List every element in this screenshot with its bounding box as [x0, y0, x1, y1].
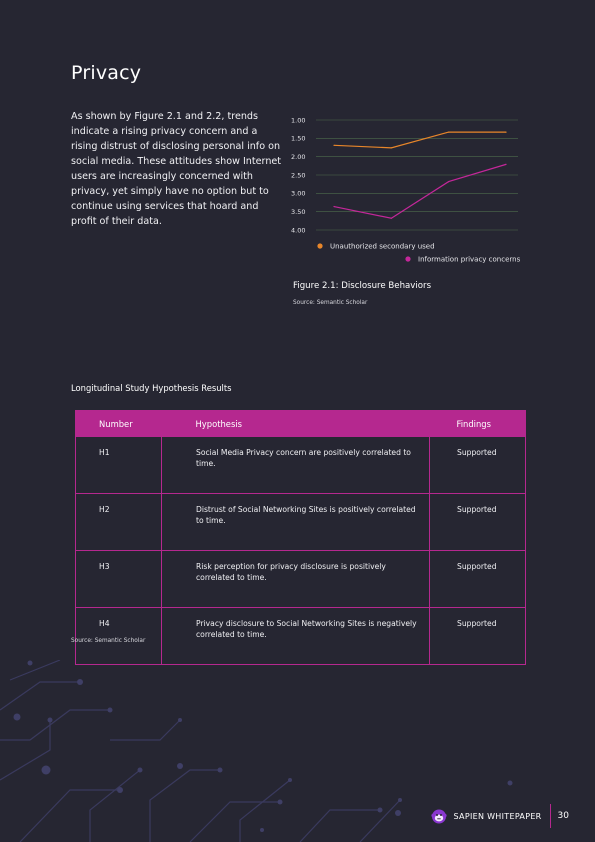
series-1-point: [333, 144, 335, 146]
cell-number: H2: [75, 493, 162, 551]
cell-number: H1: [75, 437, 162, 494]
cell-hypothesis: Risk perception for privacy disclosure i…: [161, 550, 430, 608]
cell-number: H3: [75, 550, 162, 608]
cell-hypothesis: Social Media Privacy concern are positiv…: [161, 437, 430, 494]
series-2-point: [333, 205, 335, 208]
y-tick-label: 1.50: [291, 135, 305, 143]
y-tick-label: 3.50: [291, 208, 305, 216]
series-line-1: [333, 131, 506, 149]
table-header-row: Number Hypothesis Findings: [75, 410, 526, 437]
y-tick-label: 1.00: [291, 116, 305, 124]
cell-finding: Supported: [429, 437, 526, 494]
footer-brand: SAPIEN WHITEPAPER: [453, 811, 542, 821]
page-title: Privacy: [71, 62, 142, 84]
cell-finding: Supported: [429, 550, 526, 608]
circuit-decoration: [0, 660, 513, 842]
series-1-point: [390, 147, 392, 149]
table-source: Source: Semantic Scholar: [71, 638, 146, 644]
table-row: H4 Privacy disclosure to Social Networki…: [75, 607, 526, 665]
series-1-point: [448, 131, 450, 133]
series-2-point: [505, 163, 507, 165]
cell-hypothesis: Privacy disclosure to Social Networking …: [161, 607, 430, 665]
legend-marker: [317, 243, 323, 249]
footer-divider: [549, 804, 551, 828]
cell-finding: Supported: [429, 607, 526, 665]
chart-svg: 1.00 1.50 2.00 2.50 3.00 3.50 4.00 Unauthorized…: [291, 116, 521, 263]
figure-source: Source: Semantic Scholar: [293, 300, 368, 306]
series-line-2: [333, 163, 507, 219]
page-number: 30: [557, 811, 569, 821]
series-2-point: [448, 181, 450, 183]
cell-hypothesis: Distrust of Social Networking Sites is p…: [161, 493, 430, 551]
page-footer: SAPIEN WHITEPAPER 30: [430, 804, 569, 828]
cell-finding: Supported: [429, 493, 526, 551]
series-1-point: [505, 131, 507, 133]
figure-caption: Figure 2.1: Disclosure Behaviors: [293, 281, 432, 291]
legend-marker: [405, 256, 411, 262]
legend-label: Information privacy concerns: [418, 255, 521, 263]
table-title: Longitudinal Study Hypothesis Results: [71, 383, 232, 393]
y-tick-label: 2.50: [291, 171, 305, 179]
y-tick-label: 4.00: [291, 226, 305, 234]
column-header-number: Number: [75, 410, 162, 437]
series-2-point: [390, 217, 392, 219]
column-header-hypothesis: Hypothesis: [161, 410, 430, 437]
table-row: H3 Risk perception for privacy disclosur…: [75, 550, 526, 608]
column-header-findings: Findings: [429, 410, 526, 437]
legend-label: Unauthorized secondary used: [330, 242, 435, 250]
hypothesis-table: Number Hypothesis Findings H1 Social Med…: [75, 410, 526, 665]
gorilla-logo-icon: [430, 809, 447, 824]
intro-paragraph: As shown by Figure 2.1 and 2.2, trends i…: [71, 111, 282, 227]
y-tick-label: 2.00: [291, 153, 305, 161]
y-tick-label: 3.00: [291, 190, 305, 198]
table-row: H1 Social Media Privacy concern are posi…: [75, 437, 526, 494]
disclosure-behaviors-chart: 1.00 1.50 2.00 2.50 3.00 3.50 4.00 Unauthorized…: [288, 108, 538, 268]
cell-number: H4: [75, 607, 162, 665]
table-row: H2 Distrust of Social Networking Sites i…: [75, 493, 526, 551]
